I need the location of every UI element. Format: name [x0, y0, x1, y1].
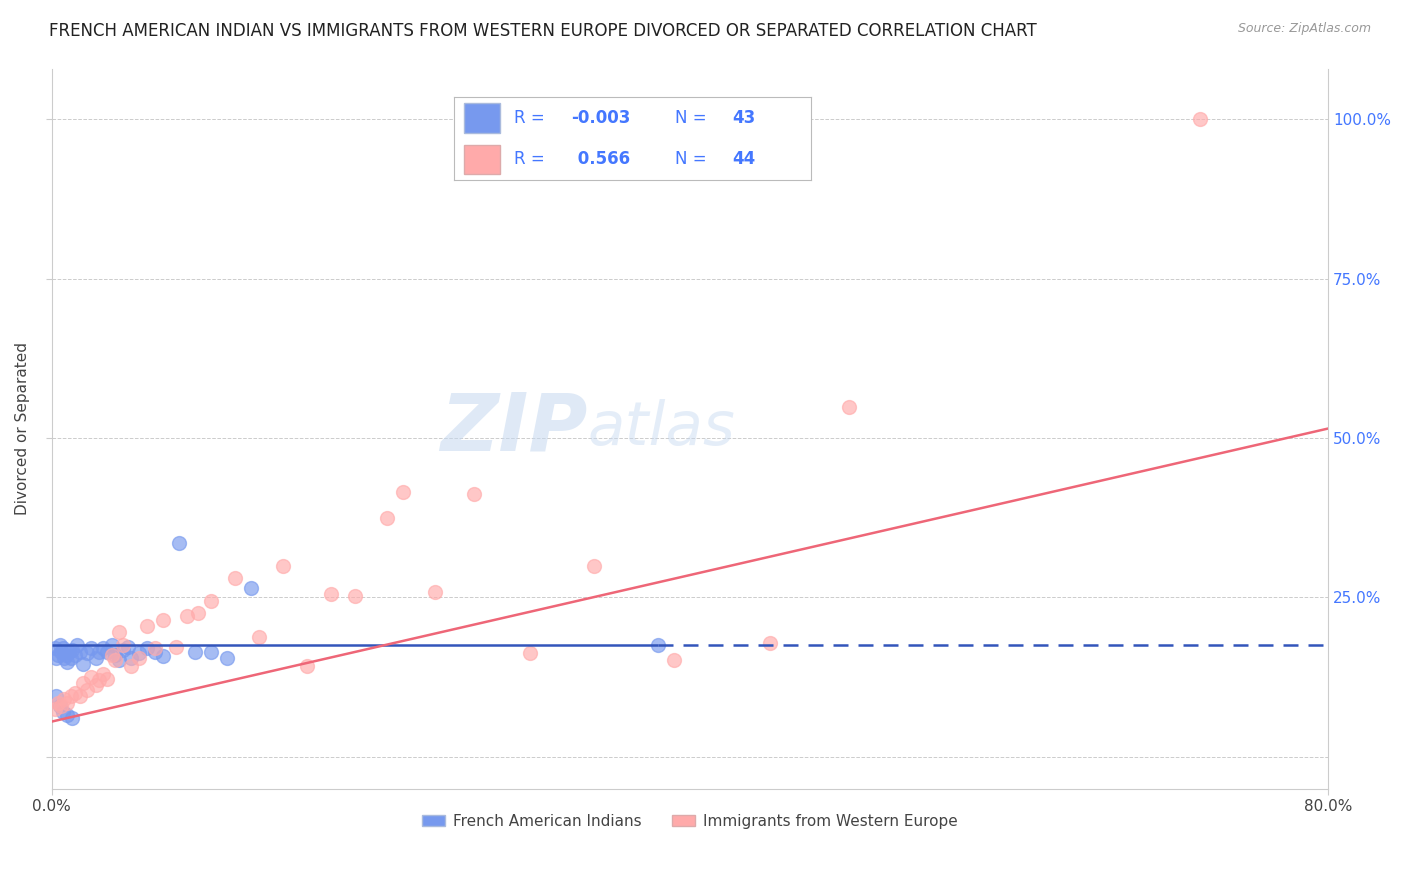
Point — [128, 647, 150, 661]
Point — [375, 510, 398, 524]
Point — [104, 653, 127, 667]
Point — [53, 651, 76, 665]
Point — [96, 672, 118, 686]
Point — [44, 641, 66, 656]
Point — [838, 401, 860, 415]
Point — [44, 702, 66, 716]
Point — [69, 644, 91, 658]
Point — [96, 644, 118, 658]
Point — [187, 607, 209, 621]
Point — [91, 666, 114, 681]
Point — [49, 698, 72, 713]
Point — [423, 585, 446, 599]
Legend: French American Indians, Immigrants from Western Europe: French American Indians, Immigrants from… — [416, 807, 963, 835]
Point — [647, 638, 669, 652]
Point — [463, 487, 485, 501]
Point — [84, 651, 107, 665]
Point — [72, 676, 94, 690]
Point — [136, 619, 159, 633]
Point — [200, 644, 222, 658]
Point — [56, 656, 79, 670]
Point — [56, 708, 79, 723]
Point — [45, 689, 67, 703]
Point — [80, 641, 103, 656]
Point — [224, 571, 246, 585]
Point — [117, 640, 139, 654]
Point — [184, 644, 207, 658]
Point — [48, 638, 70, 652]
Point — [319, 587, 342, 601]
Point — [76, 647, 98, 661]
Point — [60, 642, 83, 657]
Point — [53, 692, 76, 706]
Point — [165, 640, 187, 654]
Point — [112, 642, 135, 657]
Point — [65, 648, 87, 662]
Point — [143, 644, 166, 658]
Point — [80, 670, 103, 684]
Point — [120, 659, 142, 673]
Point — [84, 678, 107, 692]
Point — [55, 648, 77, 662]
Point — [48, 698, 70, 713]
Point — [58, 644, 80, 658]
Point — [343, 589, 366, 603]
Point — [46, 696, 69, 710]
Point — [391, 485, 413, 500]
Point — [662, 653, 685, 667]
Point — [89, 673, 111, 688]
Point — [152, 613, 174, 627]
Point — [240, 581, 263, 595]
Point — [167, 536, 190, 550]
Point — [295, 659, 318, 673]
Point — [128, 651, 150, 665]
Point — [66, 638, 89, 652]
Point — [72, 657, 94, 672]
Point — [519, 647, 541, 661]
Text: ZIP: ZIP — [440, 390, 588, 467]
Point — [91, 641, 114, 656]
Point — [1189, 112, 1212, 127]
Point — [101, 638, 124, 652]
Point — [60, 711, 83, 725]
Point — [143, 641, 166, 656]
Point — [136, 641, 159, 656]
Point — [104, 648, 127, 662]
Point — [52, 641, 75, 656]
Point — [176, 609, 198, 624]
Point — [107, 625, 129, 640]
Point — [45, 651, 67, 665]
Y-axis label: Divorced or Separated: Divorced or Separated — [15, 342, 30, 515]
Text: FRENCH AMERICAN INDIAN VS IMMIGRANTS FROM WESTERN EUROPE DIVORCED OR SEPARATED C: FRENCH AMERICAN INDIAN VS IMMIGRANTS FRO… — [49, 22, 1038, 40]
Point — [200, 593, 222, 607]
Point — [247, 630, 270, 644]
Text: atlas: atlas — [588, 399, 735, 458]
Point — [120, 651, 142, 665]
Text: Source: ZipAtlas.com: Source: ZipAtlas.com — [1237, 22, 1371, 36]
Point — [65, 686, 87, 700]
Point — [76, 682, 98, 697]
Point — [112, 638, 135, 652]
Point — [152, 648, 174, 663]
Point — [89, 644, 111, 658]
Point — [59, 651, 82, 665]
Point — [56, 696, 79, 710]
Point — [101, 648, 124, 662]
Point — [69, 689, 91, 703]
Point — [758, 636, 780, 650]
Point — [583, 558, 606, 573]
Point — [271, 558, 294, 573]
Point — [49, 644, 72, 658]
Point — [59, 689, 82, 703]
Point — [107, 653, 129, 667]
Point — [46, 648, 69, 662]
Point — [52, 705, 75, 719]
Point — [215, 651, 238, 665]
